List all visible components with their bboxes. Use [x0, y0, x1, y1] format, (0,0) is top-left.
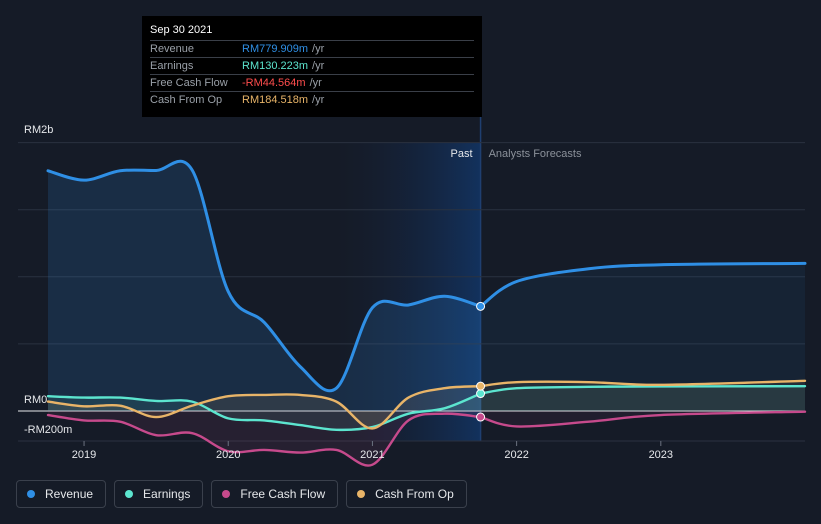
legend-label: Cash From Op	[375, 487, 454, 501]
cash-from-op-forecast-area	[480, 380, 805, 411]
free-cash-flow-marker-point	[476, 412, 486, 422]
tooltip-unit: /yr	[309, 77, 322, 89]
earnings-forecast-area	[480, 386, 805, 411]
cash-from-op-past-area	[48, 386, 481, 429]
revenue-forecast-line	[479, 261, 807, 308]
earnings-past-line	[46, 392, 482, 432]
y-axis-tick-label: -RM200m	[24, 424, 72, 436]
revenue-forecast-area	[480, 263, 805, 411]
y-axis-tick-label: RM0	[24, 394, 47, 406]
tooltip-value: RM779.909m	[242, 43, 309, 55]
revenue-past-line	[46, 159, 483, 393]
tooltip-unit: /yr	[312, 60, 325, 72]
x-axis-tick-label: 2020	[216, 449, 240, 461]
tooltip-label: Free Cash Flow	[150, 77, 228, 89]
free-cash-flow-past-area	[48, 411, 481, 466]
earnings-forecast-line	[479, 384, 807, 395]
tooltip-value: RM184.518m	[242, 94, 309, 106]
tooltip-row-cash-from-op: Cash From Op RM184.518m /yr	[150, 91, 474, 108]
chart-legend: Revenue Earnings Free Cash Flow Cash Fro…	[16, 480, 467, 508]
tooltip-row-revenue: Revenue RM779.909m /yr	[150, 40, 474, 57]
revenue-marker-point	[476, 301, 486, 311]
cash-from-op-past-line	[46, 384, 482, 430]
tooltip-label: Revenue	[150, 43, 195, 55]
tooltip-unit: /yr	[312, 43, 325, 55]
x-axis-tick-label: 2019	[72, 449, 96, 461]
hover-tooltip: Sep 30 2021 Revenue RM779.909m /yr Earni…	[142, 16, 482, 117]
tooltip-label: Earnings	[150, 60, 194, 72]
x-axis-tick-label: 2023	[649, 449, 673, 461]
tooltip-label: Cash From Op	[150, 94, 223, 106]
free-cash-flow-past-line	[46, 412, 482, 467]
x-axis-tick-label: 2021	[360, 449, 384, 461]
legend-item-earnings[interactable]: Earnings	[114, 480, 204, 508]
forecast-label: Analysts Forecasts	[489, 148, 582, 160]
legend-dot-icon	[27, 490, 35, 498]
legend-dot-icon	[222, 490, 231, 498]
legend-dot-icon	[125, 490, 134, 498]
legend-label: Free Cash Flow	[240, 487, 326, 501]
legend-dot-icon	[357, 490, 366, 498]
tooltip-value: RM130.223m	[242, 60, 309, 72]
tooltip-row-free-cash-flow: Free Cash Flow -RM44.564m /yr	[150, 74, 474, 91]
tooltip-unit: /yr	[312, 94, 325, 106]
free-cash-flow-forecast-line	[479, 410, 807, 428]
legend-item-free-cash-flow[interactable]: Free Cash Flow	[211, 480, 339, 508]
x-axis-tick-label: 2022	[504, 449, 528, 461]
free-cash-flow-forecast-area	[480, 411, 805, 427]
tooltip-value: -RM44.564m	[242, 77, 306, 89]
legend-label: Earnings	[143, 487, 191, 501]
cash-from-op-marker-point	[476, 381, 486, 391]
cash-from-op-forecast-line	[479, 379, 807, 388]
legend-label: Revenue	[45, 487, 94, 501]
earnings-marker-point	[476, 389, 486, 399]
revenue-past-area	[48, 161, 481, 411]
legend-item-revenue[interactable]: Revenue	[16, 480, 107, 508]
tooltip-date: Sep 30 2021	[150, 24, 213, 36]
past-region-highlight	[337, 143, 481, 441]
tooltip-row-earnings: Earnings RM130.223m /yr	[150, 57, 474, 74]
earnings-past-area	[48, 393, 481, 430]
y-axis-tick-label: RM2b	[24, 124, 53, 136]
legend-item-cash-from-op[interactable]: Cash From Op	[346, 480, 467, 508]
past-label: Past	[451, 148, 473, 160]
